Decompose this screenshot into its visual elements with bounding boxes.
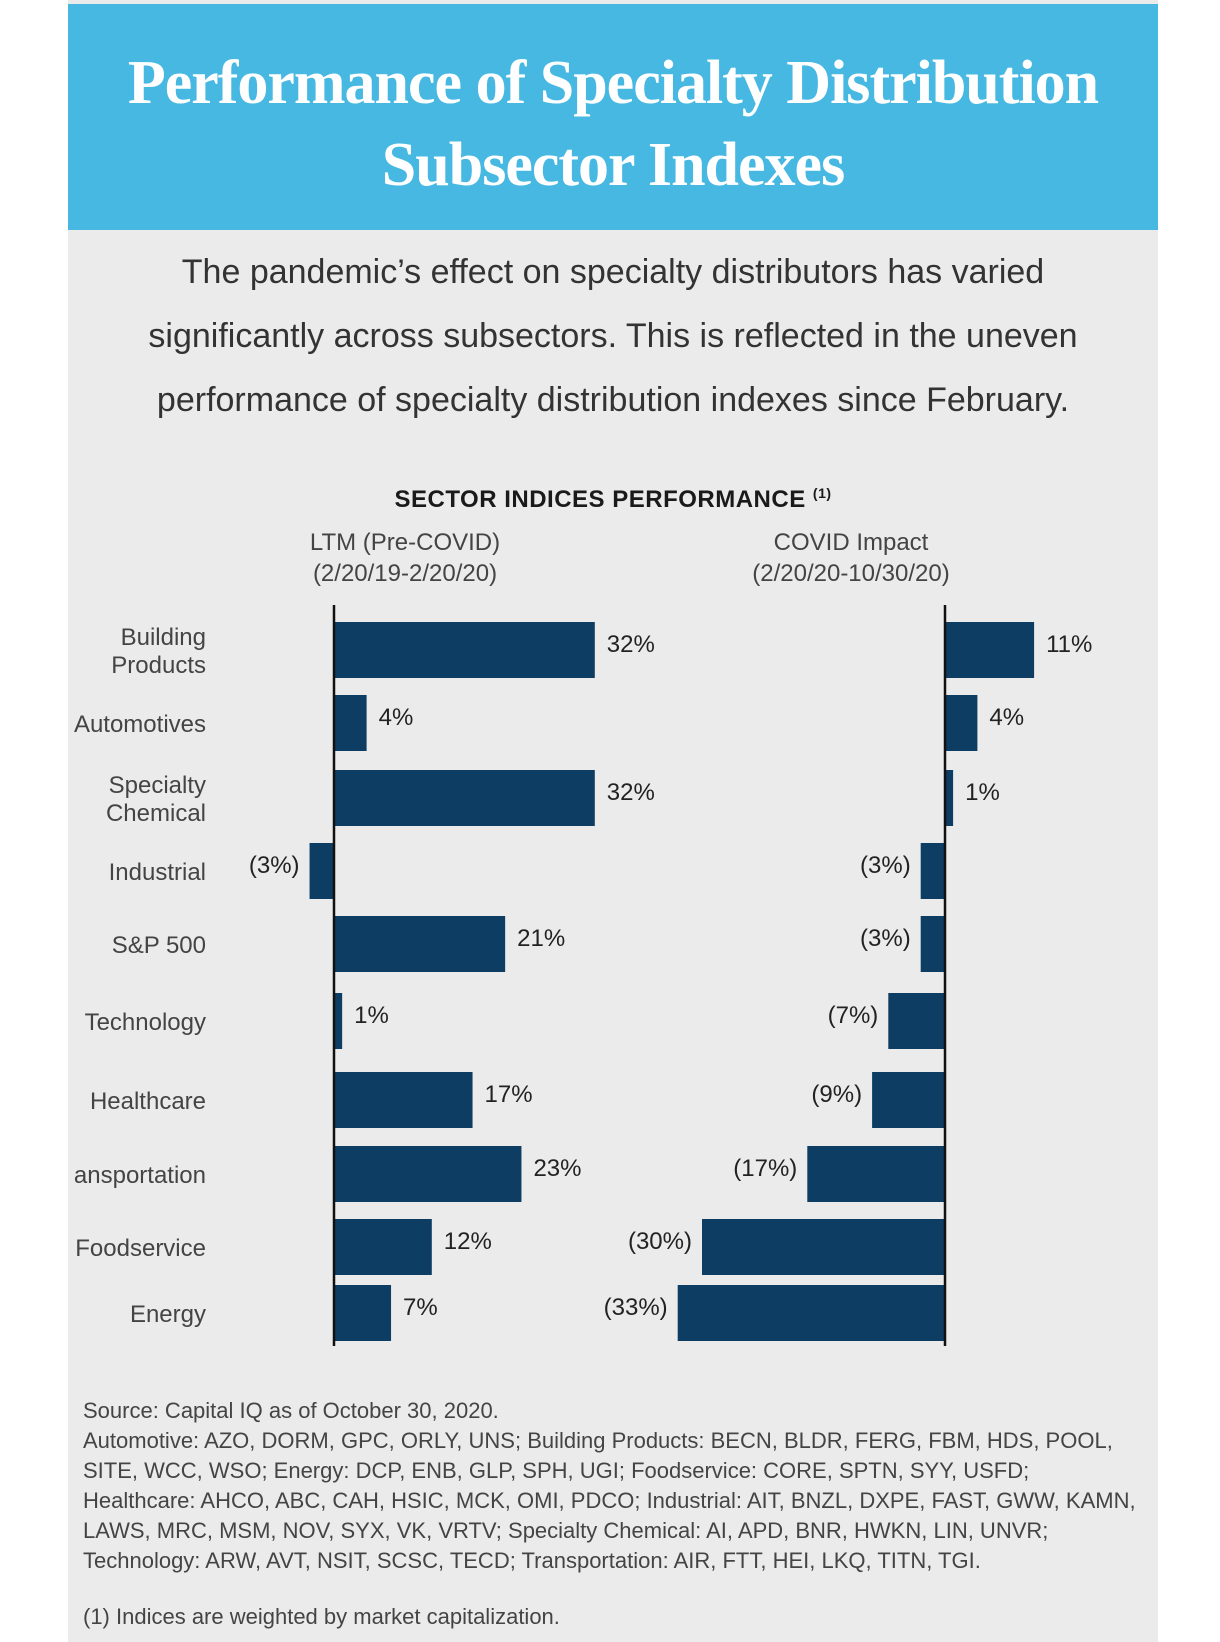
category-label: ansportation [74, 1162, 206, 1189]
category-label: Healthcare [90, 1088, 206, 1115]
ltm-column-header: LTM (Pre-COVID) (2/20/19-2/20/20) [245, 527, 565, 589]
title-banner: Performance of Specialty Distribution Su… [68, 4, 1158, 230]
covid-value-label: 4% [989, 704, 1024, 731]
chart-title-text: SECTOR INDICES PERFORMANCE [394, 486, 806, 513]
covid-series-name: COVID Impact [773, 529, 929, 556]
covid-value-label: (30%) [628, 1228, 692, 1255]
covid-value-label: (17%) [733, 1155, 797, 1182]
ltm-value-label: (3%) [249, 852, 300, 879]
category-label: Technology [85, 1009, 206, 1036]
ltm-bar [334, 1072, 473, 1128]
covid-value-label: 1% [965, 779, 1000, 806]
intro-line-1: The pandemic’s effect on specialty distr… [181, 253, 1045, 291]
covid-value-label: (33%) [604, 1294, 668, 1321]
covid-value-label: (3%) [860, 852, 911, 879]
covid-value-label: 11% [1046, 631, 1092, 658]
covid-bar [920, 843, 945, 899]
chart-title-footnote-ref: (1) [812, 485, 832, 501]
covid-bar [945, 622, 1035, 678]
ltm-value-label: 23% [533, 1155, 581, 1182]
sector-performance-chart: Building Products Automotives Specialty Chem… [74, 605, 1092, 1346]
covid-value-label: (9%) [811, 1081, 862, 1108]
ltm-bar [334, 1146, 522, 1202]
covid-bar [677, 1285, 945, 1341]
covid-bar [807, 1146, 945, 1202]
covid-bar [888, 993, 945, 1049]
covid-column-header: COVID Impact (2/20/20-10/30/20) [691, 527, 1011, 589]
page-title-line-2: Subsector Indexes [381, 131, 845, 199]
source-citation: Source: Capital IQ as of October 30, 202… [83, 1398, 499, 1423]
index-constituents: Automotive: AZO, DORM, GPC, ORLY, UNS; B… [83, 1428, 1136, 1573]
ltm-bar [334, 1285, 392, 1341]
ltm-value-label: 7% [403, 1294, 438, 1321]
covid-bar [920, 916, 945, 972]
covid-bar [702, 1219, 945, 1275]
intro-line-2: significantly across subsectors. This is… [148, 317, 1078, 355]
covid-bar [945, 770, 954, 826]
ltm-value-label: 1% [354, 1002, 389, 1029]
covid-bar [945, 695, 978, 751]
ltm-bar [309, 843, 334, 899]
ltm-bar [334, 1219, 432, 1275]
covid-value-label: (3%) [860, 925, 911, 952]
sources-block: Source: Capital IQ as of October 30, 202… [83, 1396, 1143, 1576]
ltm-value-label: 17% [485, 1081, 533, 1108]
ltm-bar [334, 993, 343, 1049]
ltm-value-label: 12% [444, 1228, 492, 1255]
category-label: Foodservice [75, 1235, 206, 1262]
ltm-series-period: (2/20/19-2/20/20) [312, 560, 498, 587]
category-label: Industrial [109, 859, 206, 886]
category-label: Energy [130, 1301, 206, 1328]
category-label: S&P 500 [112, 932, 206, 959]
covid-series-period: (2/20/20-10/30/20) [752, 560, 950, 587]
ltm-bar [334, 770, 595, 826]
intro-line-3: performance of specialty distribution in… [156, 381, 1070, 419]
ltm-value-label: 4% [379, 704, 414, 731]
ltm-series-name: LTM (Pre-COVID) [309, 529, 501, 556]
ltm-value-label: 21% [517, 925, 565, 952]
category-label: Specialty Chemical [106, 772, 206, 827]
ltm-bar [334, 695, 367, 751]
category-label: Building Products [111, 624, 206, 679]
category-label: Automotives [74, 711, 206, 738]
covid-value-label: (7%) [828, 1002, 879, 1029]
chart-title: SECTOR INDICES PERFORMANCE (1) [68, 485, 1158, 514]
ltm-bar [334, 622, 595, 678]
ltm-value-label: 32% [607, 631, 655, 658]
ltm-bar [334, 916, 506, 972]
page-title-line-1: Performance of Specialty Distribution [127, 49, 1099, 117]
covid-bar [872, 1072, 945, 1128]
infographic-panel: Performance of Specialty Distribution Su… [68, 0, 1158, 1642]
ltm-value-label: 32% [607, 779, 655, 806]
footnote: (1) Indices are weighted by market capit… [83, 1604, 560, 1629]
